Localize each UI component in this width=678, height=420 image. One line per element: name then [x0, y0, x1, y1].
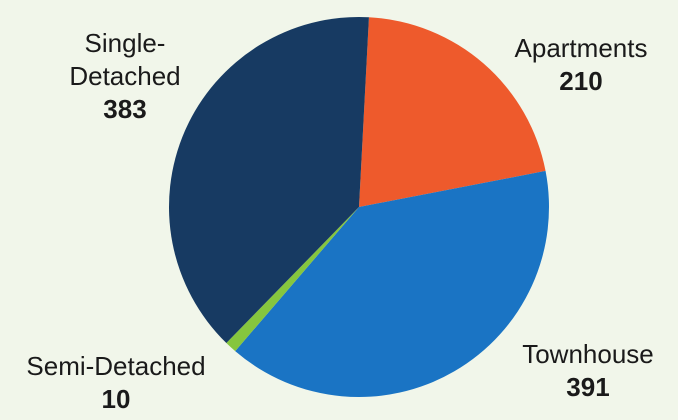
apartments-value: 210	[559, 66, 603, 96]
single-detached-value: 383	[103, 94, 147, 124]
townhouse-value: 391	[566, 372, 610, 402]
pie-slices	[168, 16, 549, 397]
apartments-name: Apartments	[514, 33, 648, 63]
semi-detached-label: Semi-Detached 10	[0, 350, 232, 416]
single-detached-name-line1: Single-	[84, 28, 166, 58]
pie-slice-townhouse	[235, 170, 549, 397]
semi-detached-value: 10	[101, 384, 131, 414]
pie-slice-apartments	[359, 17, 546, 208]
apartments-label: Apartments 210	[486, 32, 676, 98]
semi-detached-name: Semi-Detached	[26, 351, 206, 381]
pie-slice-semi-detached	[226, 207, 359, 352]
single-detached-name-line2: Detached	[69, 61, 181, 91]
townhouse-name: Townhouse	[522, 339, 654, 369]
townhouse-label: Townhouse 391	[498, 338, 678, 404]
pie-slice-single-detached	[168, 16, 369, 344]
single-detached-label: Single- Detached 383	[30, 27, 220, 126]
